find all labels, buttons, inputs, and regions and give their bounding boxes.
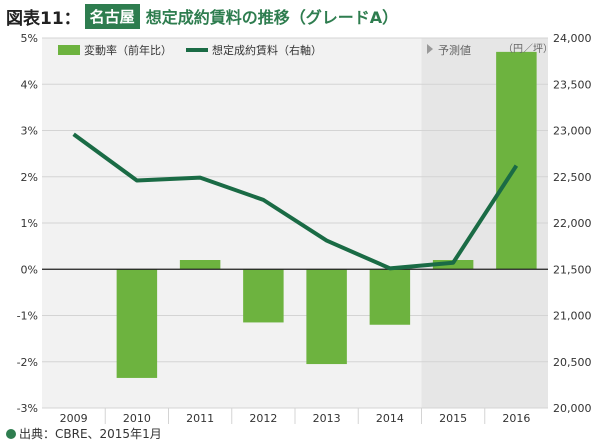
- right-tick-label: 22,500: [553, 171, 592, 184]
- bar: [496, 51, 537, 270]
- right-tick-label: 24,000: [553, 34, 592, 45]
- right-tick-label: 22,000: [553, 217, 592, 230]
- legend-line-label: 想定成約賃料（右軸）: [212, 43, 322, 57]
- left-tick-label: -2%: [17, 356, 38, 369]
- left-tick-label: -3%: [17, 402, 38, 415]
- x-axis-ticks: 2009 2010 2011 2012 2013 2014 2015 2016: [60, 412, 531, 425]
- x-tick-label: 2013: [313, 412, 341, 424]
- left-tick-label: 0%: [21, 263, 38, 276]
- x-tick-label: 2009: [60, 412, 88, 424]
- x-tick-label: 2014: [376, 412, 404, 424]
- right-tick-label: 21,000: [553, 310, 592, 323]
- bar: [243, 269, 284, 323]
- source-text: 出典：CBRE、2015年1月: [19, 427, 162, 441]
- figure-label: 図表11：: [6, 8, 81, 29]
- right-tick-label: 20,000: [553, 402, 592, 415]
- forecast-arrow-icon: [427, 44, 433, 54]
- left-tick-label: 1%: [21, 217, 38, 230]
- bar: [306, 269, 347, 365]
- left-tick-label: 2%: [21, 171, 38, 184]
- x-tick-label: 2012: [249, 412, 277, 424]
- chart-svg: 5% 4% 3% 2% 1% 0% -1% -2% -3% 24,000 23,500 23,000…: [17, 32, 592, 428]
- x-tick-label: 2010: [123, 412, 151, 424]
- chart-area: 5% 4% 3% 2% 1% 0% -1% -2% -3% 24,000 23,500 23,000…: [0, 32, 600, 428]
- forecast-label: 予測値: [438, 43, 471, 57]
- right-tick-label: 23,000: [553, 125, 592, 138]
- legend-bar-swatch: [58, 45, 80, 55]
- title-bar: 図表11： 名古屋 想定成約賃料の推移（グレードA）: [0, 0, 600, 32]
- right-tick-label: 21,500: [553, 263, 592, 276]
- right-axis-ticks: 24,000 23,500 23,000 22,500 22,000 21,500 21,0…: [553, 32, 592, 415]
- left-tick-label: 3%: [21, 125, 38, 138]
- right-axis-unit: （円／坪）: [503, 42, 553, 55]
- left-axis-ticks: 5% 4% 3% 2% 1% 0% -1% -2% -3%: [17, 32, 38, 415]
- bar-series: [116, 51, 537, 378]
- bullet-icon: [6, 428, 16, 439]
- source-note: 出典：CBRE、2015年1月: [6, 425, 162, 442]
- legend: 変動率（前年比） 想定成約賃料（右軸）: [58, 43, 322, 57]
- left-tick-label: 4%: [21, 78, 38, 91]
- left-tick-label: 5%: [21, 34, 38, 45]
- left-tick-label: -1%: [17, 310, 38, 323]
- bar: [369, 269, 411, 325]
- x-tick-label: 2011: [186, 412, 214, 424]
- x-tick-label: 2016: [502, 412, 530, 424]
- right-tick-label: 23,500: [553, 78, 592, 91]
- forecast-marker: 予測値: [427, 43, 471, 57]
- city-badge: 名古屋: [84, 3, 140, 29]
- rent-line: [72, 132, 519, 271]
- bar: [116, 269, 158, 378]
- bar: [179, 260, 221, 270]
- right-tick-label: 20,500: [553, 356, 592, 369]
- x-tick-label: 2015: [439, 412, 467, 424]
- legend-bar-label: 変動率（前年比）: [84, 43, 172, 57]
- chart-title: 想定成約賃料の推移（グレードA）: [145, 8, 399, 27]
